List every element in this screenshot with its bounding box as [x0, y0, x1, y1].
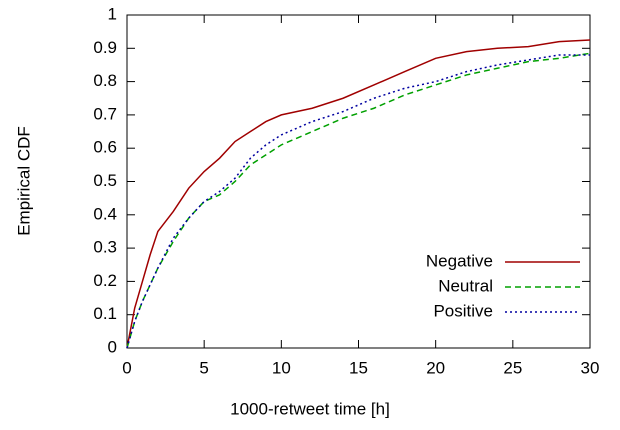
legend-label: Negative	[426, 251, 493, 270]
x-tick-label: 5	[199, 358, 208, 377]
x-tick-label: 25	[503, 358, 522, 377]
x-tick-label: 10	[272, 358, 291, 377]
y-axis-label: Empirical CDF	[14, 126, 33, 236]
series-line	[126, 39, 591, 349]
plot-frame	[126, 14, 591, 349]
y-tick-label: 0	[108, 337, 117, 356]
y-tick-label: 0.7	[93, 104, 117, 123]
x-tick-label: 20	[426, 358, 445, 377]
y-tick-label: 0.1	[93, 304, 117, 323]
series-line	[126, 52, 591, 349]
y-tick-label: 1	[108, 4, 117, 23]
y-tick-label: 0.5	[93, 171, 117, 190]
y-tick-label: 0.8	[93, 71, 117, 90]
legend-label: Positive	[433, 301, 493, 320]
x-tick-label: 0	[122, 358, 131, 377]
y-tick-label: 0.4	[93, 204, 117, 223]
x-axis-label: 1000-retweet time [h]	[230, 399, 390, 418]
y-tick-label: 0.3	[93, 238, 117, 257]
y-tick-label: 0.2	[93, 271, 117, 290]
x-tick-label: 30	[581, 358, 600, 377]
x-tick-label: 15	[349, 358, 368, 377]
y-tick-label: 0.6	[93, 138, 117, 157]
y-tick-label: 0.9	[93, 38, 117, 57]
legend-label: Neutral	[438, 276, 493, 295]
series-line	[126, 54, 590, 349]
